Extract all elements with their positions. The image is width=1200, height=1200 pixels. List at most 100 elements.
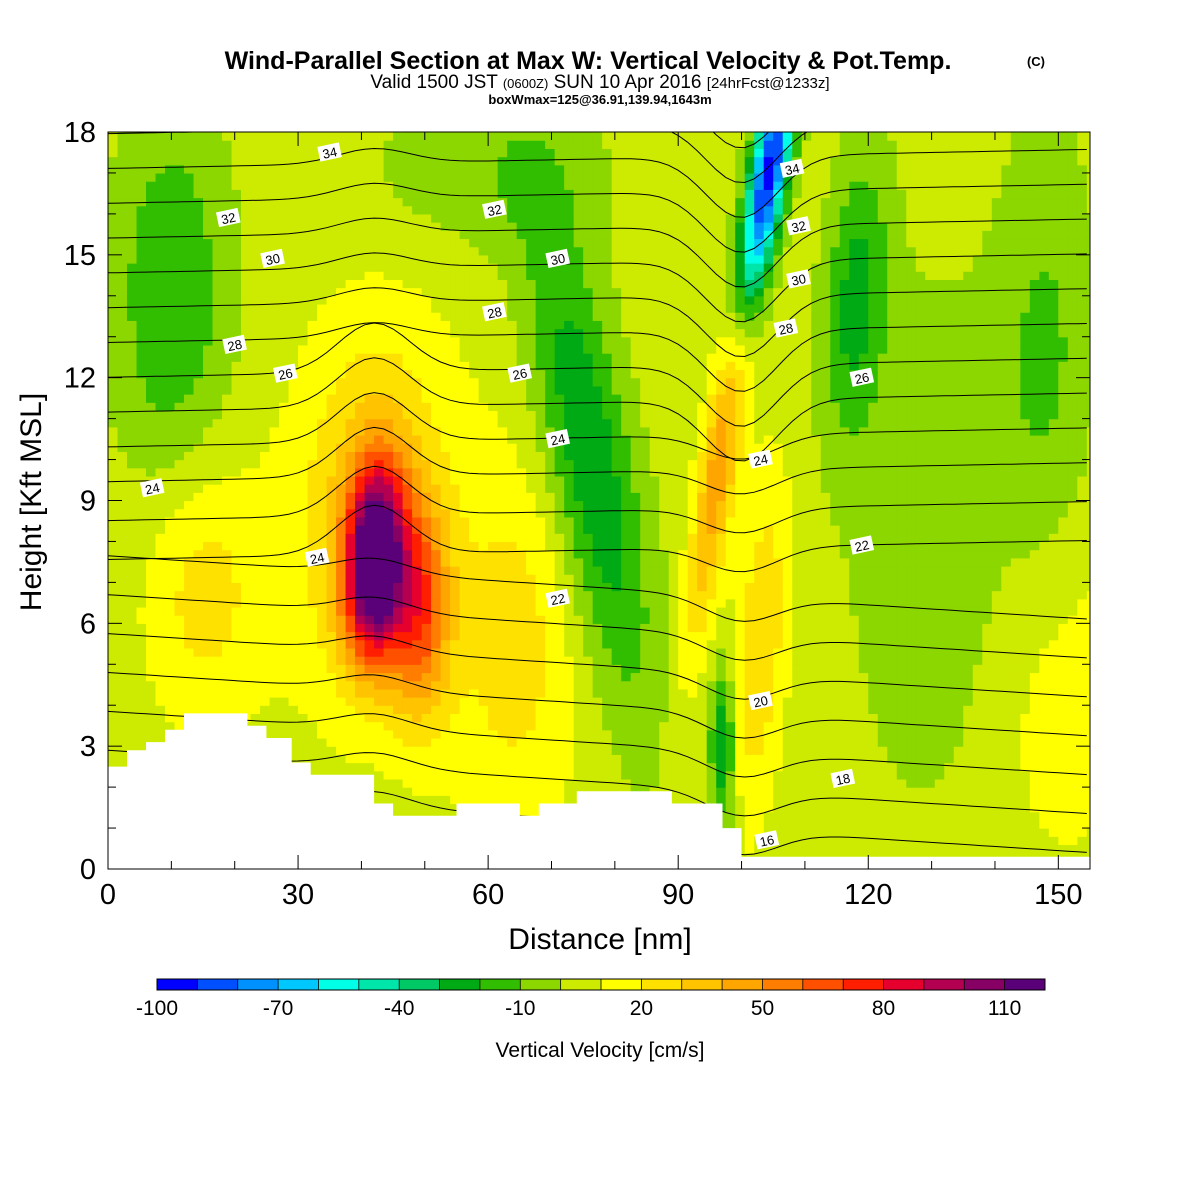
velocity-cell: [469, 222, 480, 231]
velocity-cell: [545, 557, 556, 567]
velocity-cell: [440, 205, 451, 215]
velocity-cell: [488, 394, 499, 403]
velocity-cell: [602, 680, 613, 690]
velocity-cell: [355, 197, 366, 207]
velocity-cell: [564, 426, 575, 436]
velocity-cell: [250, 263, 261, 272]
velocity-cell: [203, 295, 214, 305]
velocity-cell: [402, 778, 413, 788]
velocity-cell: [383, 156, 394, 166]
velocity-cell: [488, 672, 499, 682]
velocity-cell: [326, 238, 337, 248]
velocity-cell: [364, 156, 375, 166]
velocity-cell: [288, 574, 299, 583]
velocity-cell: [269, 197, 280, 207]
velocity-cell: [402, 737, 413, 747]
velocity-cell: [431, 271, 442, 280]
velocity-cell: [155, 582, 166, 592]
velocity-cell: [136, 656, 147, 665]
velocity-cell: [374, 508, 385, 518]
velocity-cell: [497, 263, 508, 272]
velocity-cell: [184, 541, 195, 551]
velocity-cell: [193, 688, 204, 698]
velocity-cell: [402, 263, 413, 272]
velocity-cell: [241, 320, 252, 330]
velocity-cell: [345, 508, 356, 518]
velocity-cell: [117, 312, 128, 321]
velocity-cell: [545, 508, 556, 518]
velocity-cell: [488, 762, 499, 772]
velocity-cell: [469, 320, 480, 330]
velocity-cell: [393, 459, 404, 469]
velocity-cell: [564, 475, 575, 485]
velocity-cell: [336, 729, 347, 739]
velocity-cell: [184, 680, 195, 690]
velocity-cell: [564, 582, 575, 592]
velocity-cell: [497, 181, 508, 190]
velocity-cell: [402, 492, 413, 502]
velocity-cell: [554, 353, 565, 362]
velocity-cell: [184, 639, 195, 649]
velocity-cell: [545, 459, 556, 469]
velocity-cell: [554, 795, 565, 805]
velocity-cell: [374, 156, 385, 166]
velocity-cell: [374, 729, 385, 739]
velocity-cell: [469, 418, 480, 428]
velocity-cell: [250, 353, 261, 362]
velocity-cell: [488, 344, 499, 354]
velocity-cell: [355, 754, 366, 764]
velocity-cell: [412, 566, 423, 575]
velocity-cell: [431, 598, 442, 608]
velocity-cell: [174, 688, 185, 698]
velocity-cell: [535, 181, 546, 190]
velocity-cell: [241, 132, 252, 133]
velocity-cell: [440, 148, 451, 158]
velocity-cell: [478, 320, 489, 330]
velocity-cell: [203, 336, 214, 346]
velocity-cell: [488, 623, 499, 633]
velocity-cell: [583, 713, 594, 723]
velocity-cell: [146, 426, 157, 436]
velocity-cell: [383, 279, 394, 289]
velocity-cell: [279, 688, 290, 698]
velocity-cell: [165, 172, 176, 182]
velocity-cell: [488, 680, 499, 690]
velocity-cell: [573, 705, 584, 715]
velocity-cell: [393, 140, 404, 149]
velocity-cell: [421, 492, 432, 502]
velocity-cell: [241, 508, 252, 518]
velocity-cell: [412, 721, 423, 731]
velocity-cell: [241, 475, 252, 485]
velocity-cell: [621, 606, 632, 616]
velocity-cell: [203, 402, 214, 412]
velocity-cell: [279, 238, 290, 248]
velocity-cell: [117, 434, 128, 444]
velocity-cell: [184, 254, 195, 264]
velocity-cell: [516, 263, 527, 272]
velocity-cell: [374, 549, 385, 559]
velocity-cell: [383, 647, 394, 657]
velocity-cell: [507, 582, 518, 592]
velocity-cell: [412, 402, 423, 412]
velocity-cell: [412, 623, 423, 633]
velocity-cell: [469, 443, 480, 452]
velocity-cell: [288, 263, 299, 272]
velocity-cell: [602, 410, 613, 420]
velocity-cell: [269, 664, 280, 674]
velocity-cell: [108, 246, 119, 256]
velocity-cell: [583, 672, 594, 682]
velocity-cell: [203, 254, 214, 264]
velocity-cell: [459, 639, 470, 649]
velocity-cell: [364, 312, 375, 321]
velocity-cell: [478, 500, 489, 510]
velocity-cell: [526, 377, 537, 387]
velocity-cell: [336, 140, 347, 149]
velocity-cell: [402, 385, 413, 395]
velocity-cell: [117, 656, 128, 665]
velocity-cell: [184, 328, 195, 338]
velocity-cell: [317, 721, 328, 731]
velocity-cell: [459, 615, 470, 624]
velocity-cell: [611, 475, 622, 485]
velocity-cell: [174, 680, 185, 690]
velocity-cell: [155, 213, 166, 223]
